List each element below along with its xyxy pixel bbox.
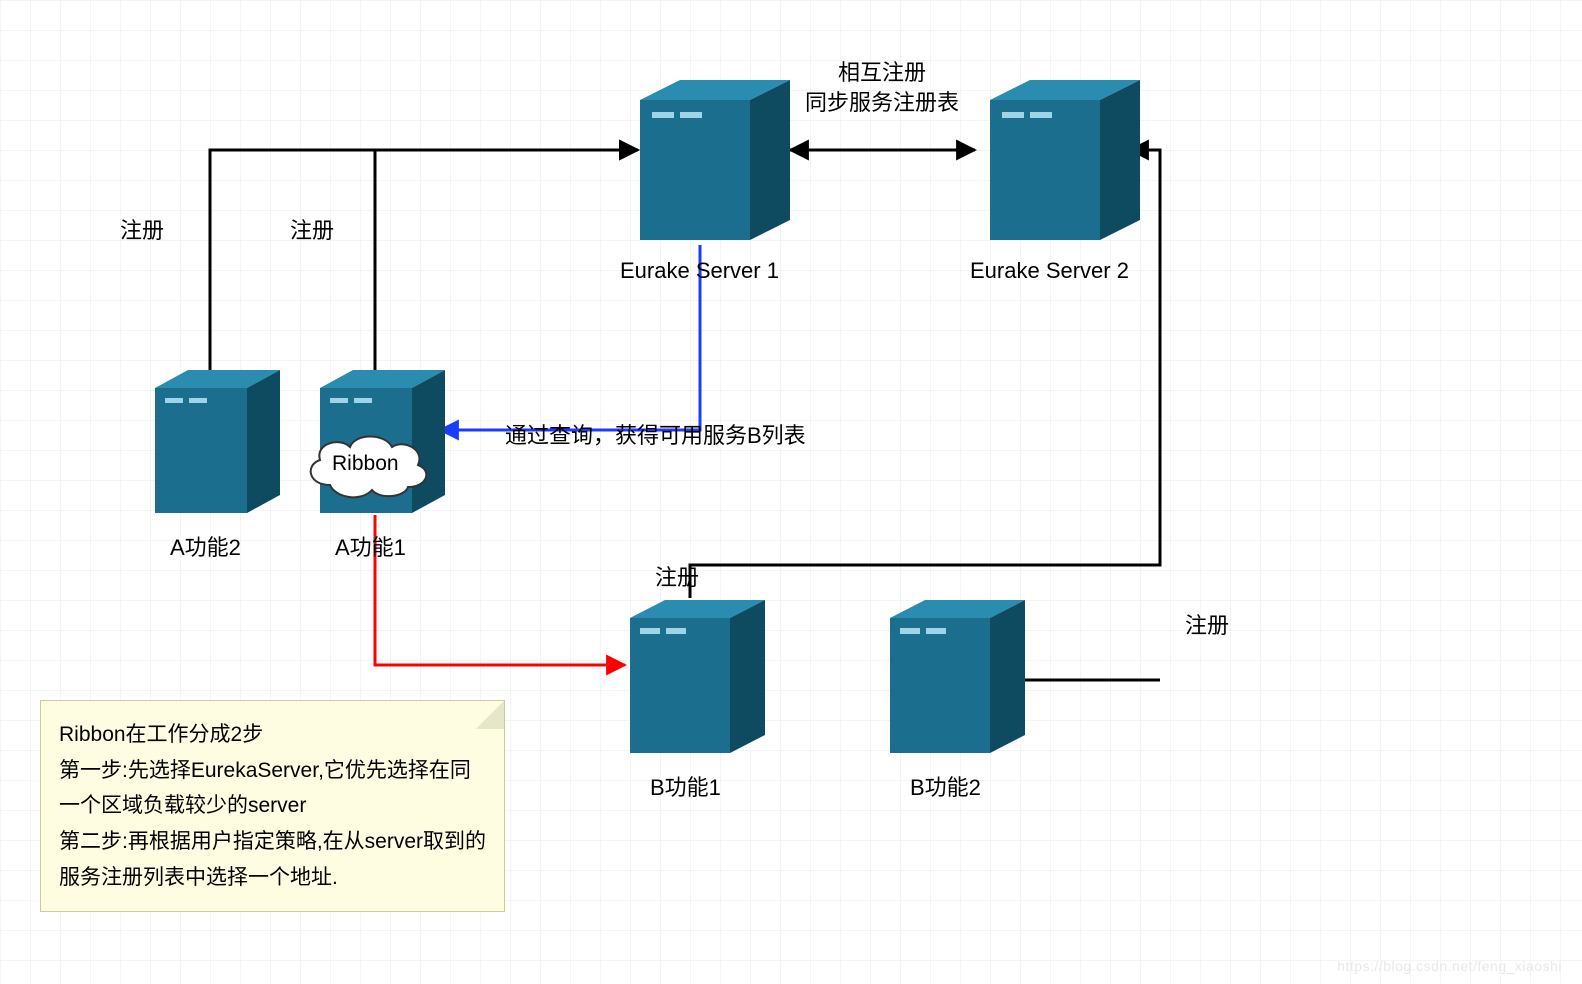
note-line-3: 第二步:再根据用户指定策略,在从server取到的服务注册列表中选择一个地址.	[59, 824, 486, 895]
eureka2-label: Eurake Server 2	[970, 258, 1129, 284]
explanation-note: Ribbon在工作分成2步 第一步:先选择EurekaServer,它优先选择在…	[40, 700, 505, 912]
server-eureka1	[640, 80, 790, 250]
server-eureka2	[990, 80, 1140, 250]
a2-label: A功能2	[170, 530, 241, 562]
reg-b2-label: 注册	[1185, 608, 1229, 640]
top-label-2: 同步服务注册表	[805, 85, 959, 117]
a1-label: A功能1	[335, 530, 406, 562]
eureka1-label: Eurake Server 1	[620, 258, 779, 284]
watermark: https://blog.csdn.net/feng_xiaoshi	[1337, 958, 1562, 974]
reg-a2-label: 注册	[120, 213, 164, 245]
query-label: 通过查询，获得可用服务B列表	[505, 418, 806, 450]
reg-b1-label: 注册	[655, 560, 699, 592]
reg-a1-label: 注册	[290, 213, 334, 245]
note-line-2: 第一步:先选择EurekaServer,它优先选择在同一个区域负载较少的serv…	[59, 753, 486, 824]
b1-label: B功能1	[650, 770, 721, 802]
note-line-1: Ribbon在工作分成2步	[59, 717, 486, 753]
server-a2	[155, 370, 280, 520]
ribbon-label: Ribbon	[332, 452, 399, 476]
server-b2	[890, 600, 1025, 760]
server-b1	[630, 600, 765, 760]
top-label-1: 相互注册	[838, 55, 926, 87]
b2-label: B功能2	[910, 770, 981, 802]
